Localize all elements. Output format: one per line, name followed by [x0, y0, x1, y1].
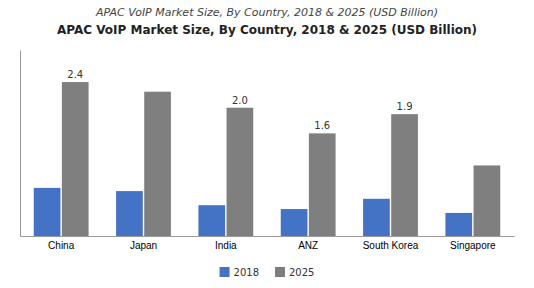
- data-label: 2.4: [67, 69, 83, 80]
- x-tick-label: India: [215, 240, 237, 251]
- x-tick: Singapore: [450, 240, 496, 251]
- x-tick: ANZ: [298, 240, 318, 251]
- x-tick: India: [215, 240, 237, 251]
- bar: [198, 205, 225, 236]
- legend: 2018 2025: [220, 267, 315, 278]
- bars: [34, 82, 500, 236]
- data-label: 1.9: [397, 101, 413, 112]
- x-tick: South Korea: [363, 240, 419, 251]
- bar: [391, 114, 418, 236]
- bar: [62, 82, 89, 236]
- x-tick-label: China: [48, 240, 75, 251]
- plot: China Japan India ANZ South Korea Singapore 2.…: [21, 51, 515, 252]
- legend-swatch: [275, 267, 285, 277]
- chart: APAC VoIP Market Size, By Country, 2018 …: [0, 0, 534, 288]
- x-tick-label: Japan: [130, 240, 157, 251]
- bar: [116, 191, 143, 236]
- legend-label: 2025: [289, 267, 314, 278]
- legend-swatch: [220, 267, 230, 277]
- bar: [445, 213, 472, 236]
- legend-label: 2018: [234, 267, 259, 278]
- x-tick-label: South Korea: [363, 240, 419, 251]
- bar: [34, 188, 61, 236]
- bar-series: [62, 82, 500, 236]
- x-tick-label: Singapore: [450, 240, 496, 251]
- data-label: 1.6: [314, 120, 330, 131]
- legend-item: 2025: [275, 267, 314, 278]
- data-label: 2.0: [232, 95, 248, 106]
- x-axis-line: [21, 236, 515, 237]
- subtitle: APAC VoIP Market Size, By Country, 2018 …: [95, 6, 438, 19]
- bar: [281, 209, 308, 236]
- bar: [227, 108, 254, 236]
- bar: [474, 165, 501, 236]
- bar: [144, 92, 171, 236]
- data-labels: 2.4 2.0 1.6 1.9: [67, 69, 412, 131]
- x-tick: China: [48, 240, 75, 251]
- x-tick-label: ANZ: [298, 240, 318, 251]
- x-axis: China Japan India ANZ South Korea Singapore: [21, 237, 515, 252]
- bar: [309, 133, 336, 236]
- y-axis-line: [20, 51, 21, 237]
- bar: [363, 199, 390, 236]
- title: APAC VoIP Market Size, By Country, 2018 …: [57, 23, 477, 37]
- legend-item: 2018: [220, 267, 259, 278]
- x-tick: Japan: [130, 240, 157, 251]
- y-axis: [20, 51, 21, 237]
